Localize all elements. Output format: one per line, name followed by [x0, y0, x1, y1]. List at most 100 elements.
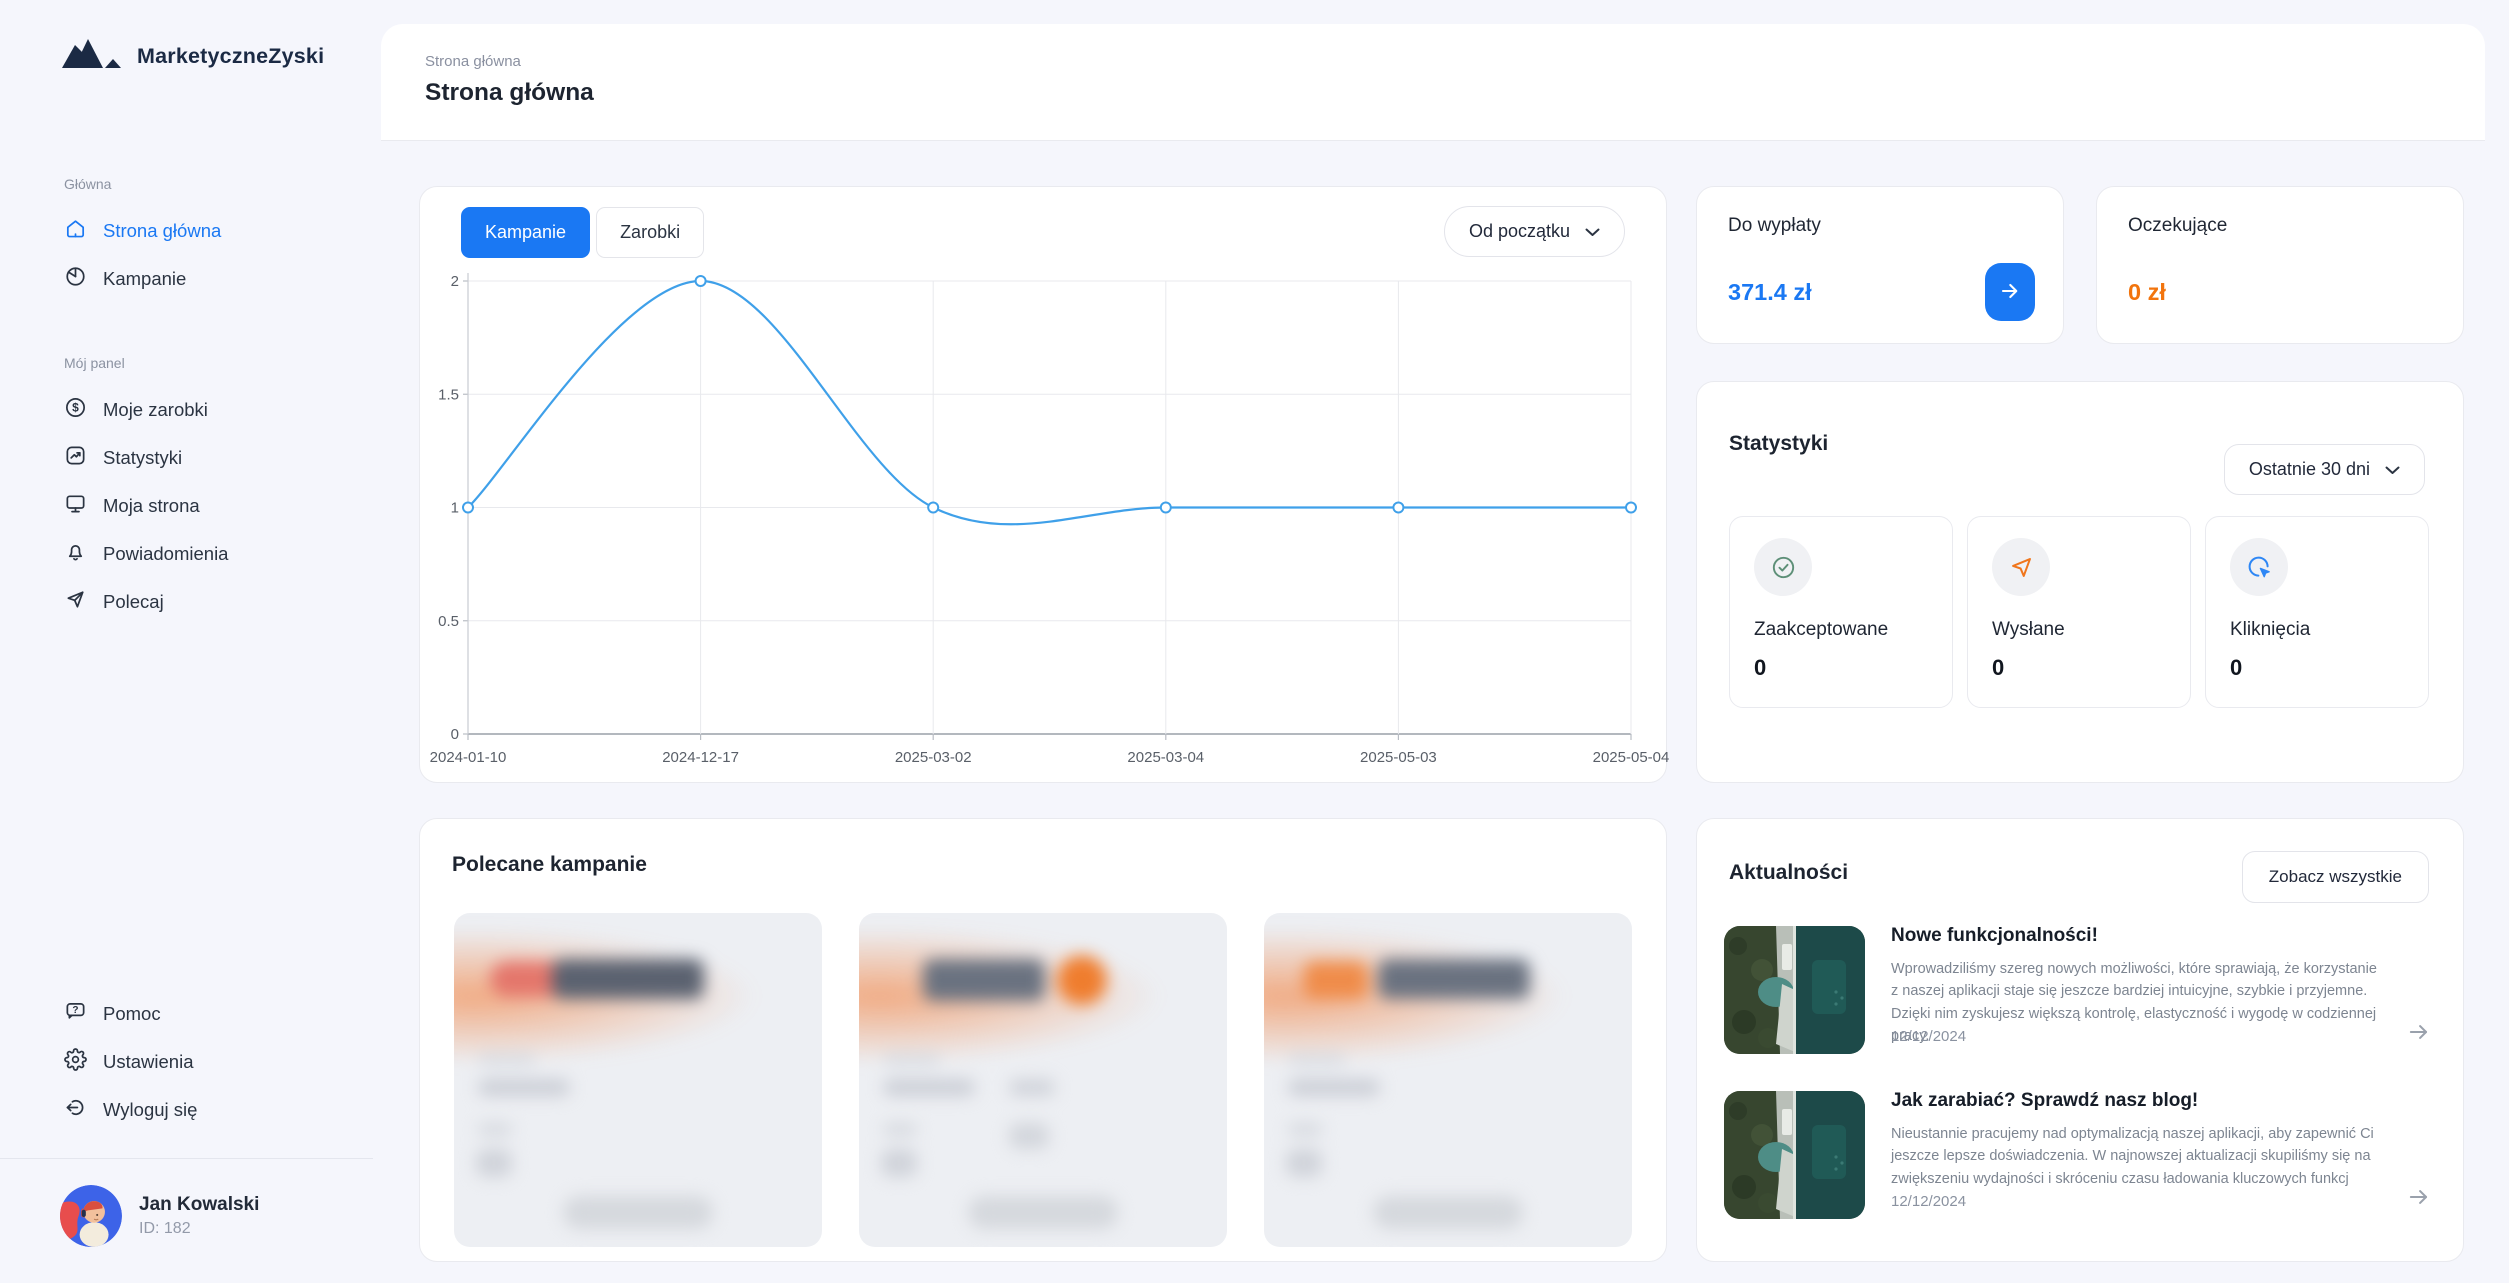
campaign-logo-blob [923, 959, 1045, 1001]
campaign-card-blurred-content [859, 913, 1227, 1247]
arrow-right-icon[interactable] [2406, 1184, 2432, 1215]
sidebar-item-pomoc[interactable]: ? Pomoc [0, 990, 373, 1038]
svg-text:2025-05-04: 2025-05-04 [1593, 749, 1670, 766]
news-item[interactable]: Nowe funkcjonalności! Wprowadziliśmy sze… [1724, 925, 2438, 1056]
svg-text:0: 0 [451, 726, 459, 743]
campaigns-chart: 0 0.5 1 1.5 2 2024-01-10 2024-12-17 2025-03-02 2… [430, 273, 1669, 766]
payout-label: Do wypłaty [1728, 215, 1821, 236]
dollar-circle-icon: $ [64, 396, 87, 424]
campaign-text-blur [1286, 1149, 1322, 1177]
page-title: Strona główna [425, 79, 594, 106]
chart-range-dropdown[interactable]: Od początku [1443, 206, 1625, 257]
svg-text:2024-01-10: 2024-01-10 [430, 749, 507, 766]
svg-text:0.5: 0.5 [438, 613, 459, 630]
campaign-text-blur [1288, 1079, 1380, 1096]
news-item-title: Jak zarabiać? Sprawdź nasz blog! [1891, 1090, 2199, 1111]
sidebar-item-ustawienia[interactable]: Ustawienia [0, 1038, 373, 1086]
avatar [60, 1185, 122, 1247]
tab-kampanie[interactable]: Kampanie [461, 207, 591, 258]
svg-text:2: 2 [451, 273, 459, 290]
campaign-text-blur [883, 1079, 975, 1096]
news-item-date: 12/12/2024 [1891, 1028, 1967, 1045]
sidebar-item-wyloguj[interactable]: Wyloguj się [0, 1086, 373, 1134]
sidebar-item-label: Statystyki [103, 447, 183, 468]
campaign-card-blurred[interactable] [859, 913, 1227, 1247]
sidebar-nav: Główna Strona główna Kampanie Mój panel … [0, 176, 373, 626]
campaign-card-blurred[interactable] [1264, 913, 1632, 1247]
campaign-text-blur [883, 1053, 941, 1066]
news-title: Aktualności [1729, 861, 1849, 884]
nav-spacer [0, 303, 373, 355]
campaign-card-blurred-content [454, 913, 822, 1247]
stat-value: 0 [2230, 655, 2243, 680]
sidebar-item-kampanie[interactable]: Kampanie [0, 255, 373, 303]
campaign-logo-blob [1304, 961, 1368, 999]
chart-card: Kampanie Zarobki Od początku 0 0.5 1 1.5 2 20… [419, 186, 1669, 783]
sidebar-item-label: Kampanie [103, 268, 187, 289]
pending-value: 0 zł [2128, 279, 2166, 305]
svg-text:2025-05-03: 2025-05-03 [1360, 749, 1437, 766]
sidebar-item-label: Powiadomienia [103, 543, 229, 564]
home-icon [64, 217, 87, 245]
arrow-right-icon[interactable] [2406, 1019, 2432, 1050]
sidebar-item-label: Ustawienia [103, 1051, 194, 1072]
chevron-down-icon [1585, 221, 1600, 242]
gear-icon [64, 1048, 87, 1076]
news-item[interactable]: Jak zarabiać? Sprawdź nasz blog! Nieusta… [1724, 1090, 2438, 1221]
sidebar-item-label: Moje zarobki [103, 399, 208, 420]
sidebar-item-label: Moja strona [103, 495, 200, 516]
stat-value: 0 [1754, 655, 1767, 680]
campaign-text-blur [476, 1149, 512, 1177]
payout-value: 371.4 zł [1728, 279, 1812, 305]
svg-text:1: 1 [451, 500, 459, 517]
user-name: Jan Kowalski [139, 1194, 260, 1215]
campaign-button-blurred [563, 1196, 713, 1229]
stats-range-dropdown[interactable]: Ostatnie 30 dni [2223, 444, 2425, 495]
sidebar-item-strona-glowna[interactable]: Strona główna [0, 207, 373, 255]
user-id: ID: 182 [139, 1220, 191, 1237]
sidebar-item-powiadomienia[interactable]: Powiadomienia [0, 530, 373, 578]
bell-icon [64, 540, 87, 568]
sidebar-item-label: Pomoc [103, 1003, 161, 1024]
sidebar-item-label: Polecaj [103, 591, 164, 612]
sidebar-item-moja-strona[interactable]: Moja strona [0, 482, 373, 530]
campaign-text-blur [1009, 1079, 1055, 1096]
logout-icon [64, 1096, 87, 1124]
stat-card-klikniecia: Kliknięcia 0 [2205, 516, 2429, 708]
campaign-text-blur [478, 1079, 570, 1096]
campaign-text-blur [1288, 1123, 1322, 1136]
help-bubble-icon: ? [64, 1000, 87, 1028]
campaign-card-blurred[interactable] [454, 913, 822, 1247]
arrow-right-icon [1998, 279, 2022, 306]
sidebar-item-label: Wyloguj się [103, 1099, 198, 1120]
campaign-card-blurred-content [1264, 913, 1632, 1247]
nav-section-label-glowna: Główna [64, 176, 112, 192]
news-see-all-button[interactable]: Zobacz wszystkie [2241, 851, 2429, 903]
tab-zarobki[interactable]: Zarobki [596, 207, 705, 258]
campaign-text-blur [478, 1053, 536, 1066]
breadcrumb: Strona główna [425, 53, 521, 70]
user-card[interactable]: Jan Kowalski ID: 182 [0, 1185, 373, 1247]
svg-text:?: ? [72, 1005, 78, 1016]
payout-card: Do wypłaty 371.4 zł [1696, 186, 2064, 344]
chart-tabs: Kampanie Zarobki [461, 207, 705, 258]
news-thumbnail-dam-photo [1724, 1091, 1865, 1219]
sidebar-item-moje-zarobki[interactable]: $ Moje zarobki [0, 386, 373, 434]
stat-label: Wysłane [1992, 619, 2065, 640]
campaign-logo-blob [1378, 959, 1530, 999]
trend-chart-icon [64, 444, 87, 472]
svg-text:2025-03-04: 2025-03-04 [1127, 749, 1204, 766]
sidebar-divider [0, 1158, 373, 1159]
campaign-logo-blob [1057, 955, 1107, 1005]
payout-go-button[interactable] [1985, 263, 2035, 321]
sidebar-item-polecaj[interactable]: Polecaj [0, 578, 373, 626]
sidebar-item-statystyki[interactable]: Statystyki [0, 434, 373, 482]
chart-range-label: Od początku [1468, 221, 1570, 241]
sidebar-item-label: Strona główna [103, 220, 222, 241]
stat-value: 0 [1992, 655, 2005, 680]
svg-text:1.5: 1.5 [438, 386, 459, 403]
news-thumbnail-dam-photo [1724, 926, 1865, 1054]
campaign-text-blur [883, 1123, 917, 1136]
pie-chart-icon [64, 265, 87, 293]
